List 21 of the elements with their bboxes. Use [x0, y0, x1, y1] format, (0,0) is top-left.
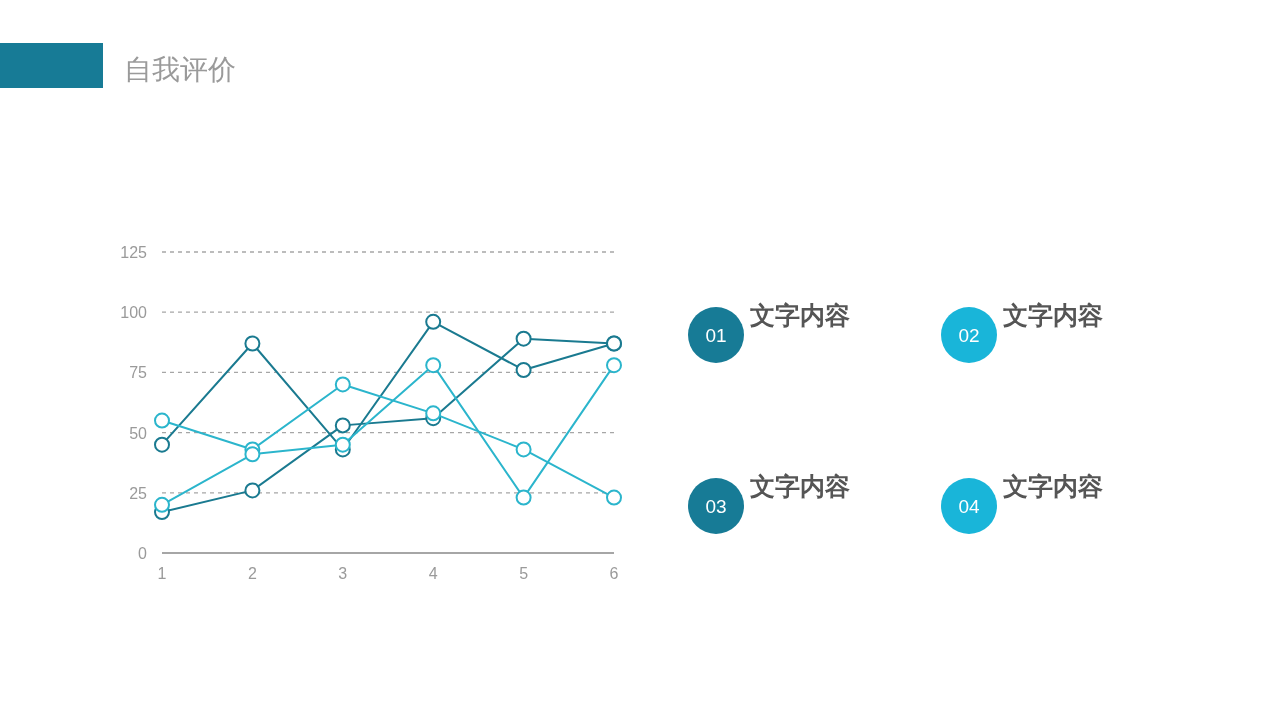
x-tick-label: 3: [338, 565, 348, 582]
y-tick-label: 0: [138, 545, 148, 562]
text: 03: [705, 496, 727, 517]
text: 文字内容: [1003, 472, 1103, 500]
x-tick-label: 5: [519, 565, 529, 582]
text: 02: [958, 325, 980, 346]
text: 文字内容: [750, 301, 850, 329]
y-tick-label: 125: [120, 244, 148, 261]
text: 01: [705, 325, 727, 346]
y-tick-label: 75: [129, 364, 148, 382]
text: 文字内容: [1003, 301, 1103, 329]
y-tick-label: 100: [120, 304, 148, 322]
y-tick-label: 25: [129, 484, 148, 502]
x-tick-label: 2: [247, 565, 257, 582]
chart-title: 自我评价: [124, 54, 236, 85]
x-tick-label: 6: [609, 565, 619, 582]
text: 文字内容: [750, 472, 850, 500]
x-tick-label: 4: [428, 565, 438, 582]
x-tick-label: 1: [157, 565, 167, 582]
text: 04: [958, 496, 980, 517]
y-tick-label: 50: [129, 424, 148, 442]
